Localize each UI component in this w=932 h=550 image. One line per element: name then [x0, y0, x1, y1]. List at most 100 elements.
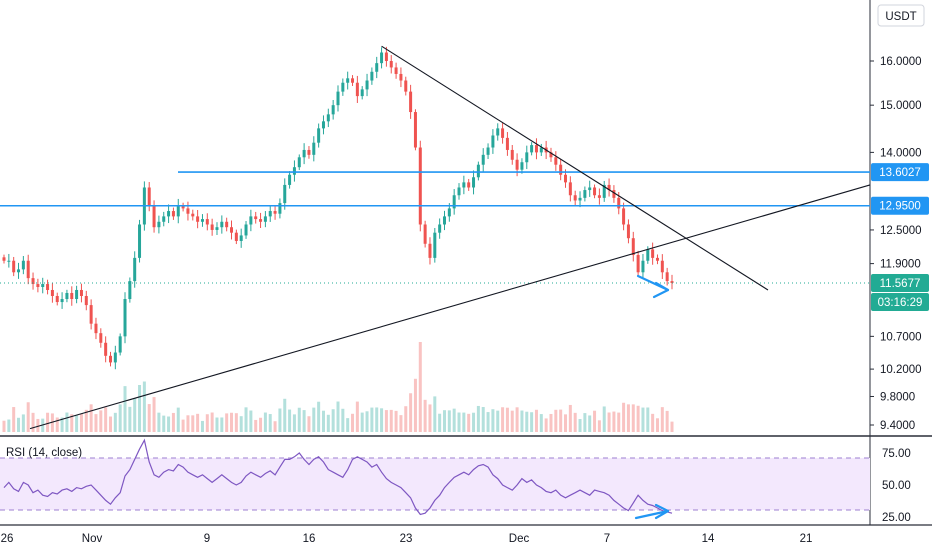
last-price-tag: [871, 273, 929, 292]
volume-bar: [539, 414, 543, 432]
date-axis[interactable]: 26 Nov 9 16 23 Dec 7 14 21: [1, 533, 813, 545]
candle-body: [186, 208, 190, 214]
volume-bar: [365, 411, 369, 432]
volume-bar: [525, 411, 529, 432]
candle-body: [181, 205, 185, 209]
volume-bar: [263, 412, 267, 432]
volume-bar: [409, 393, 413, 432]
candle-body: [559, 164, 563, 175]
rsi-tick-label: 50.00: [882, 480, 911, 492]
rsi-tick-label: 75.00: [882, 448, 911, 460]
volume-bar: [302, 410, 306, 432]
date-tick-label: 23: [400, 533, 413, 545]
candle-body: [588, 187, 592, 191]
volume-bar: [660, 407, 664, 432]
volume-bar: [413, 378, 417, 432]
candle-body: [147, 187, 151, 206]
volume-bar: [515, 407, 519, 432]
volume-bar: [602, 406, 606, 432]
price-tick-label: 10.2000: [880, 364, 922, 376]
candle-body: [564, 174, 568, 183]
date-tick-label: 14: [702, 533, 715, 545]
volume-bar: [21, 414, 25, 432]
volume-bar: [505, 407, 509, 432]
volume-bar: [99, 410, 103, 432]
candlesticks: [2, 46, 674, 370]
volume-bar: [380, 408, 384, 432]
volume-bar: [597, 420, 601, 432]
candle-body: [234, 232, 238, 241]
candle-body: [462, 182, 466, 188]
candle-body: [442, 216, 446, 225]
volume-bar: [317, 401, 321, 432]
volume-bar: [433, 396, 437, 432]
volume-bar: [559, 409, 563, 432]
candle-body: [457, 187, 461, 196]
volume-bar: [351, 413, 355, 432]
volume-bar: [457, 412, 461, 432]
candle-body: [646, 249, 650, 261]
volume-bar: [225, 413, 229, 432]
level-tag-label: 13.6027: [879, 167, 921, 179]
volume-bar: [113, 412, 117, 432]
volume-bar: [36, 418, 40, 432]
candle-body: [520, 162, 524, 170]
candle-body: [176, 205, 180, 217]
candle-body: [215, 227, 219, 230]
volume-bar: [60, 417, 64, 432]
volume-bar: [196, 413, 200, 432]
candle-body: [220, 221, 224, 228]
candle-body: [331, 105, 335, 115]
candle-body: [133, 257, 137, 282]
candle-body: [104, 342, 108, 356]
volume-bar: [7, 419, 11, 432]
rsi-band: [0, 458, 870, 510]
volume-bar: [215, 417, 219, 432]
rsi-path: [3, 438, 673, 516]
volume-bar: [278, 408, 282, 432]
candle-body: [602, 184, 606, 198]
volume-bar: [549, 413, 553, 432]
candle-body: [399, 73, 403, 81]
price-axis[interactable]: 16.0000 15.0000 14.0000 12.5000 11.9000 10.70…: [870, 56, 922, 432]
candle-body: [162, 216, 166, 222]
candle-body: [491, 135, 495, 148]
volume-bar: [12, 407, 16, 432]
date-tick-label: Dec: [509, 533, 530, 545]
volume-bar: [128, 406, 132, 432]
currency-label: USDT: [885, 11, 916, 23]
candle-body: [438, 224, 442, 233]
volume-bar: [360, 412, 364, 432]
candle-body: [365, 80, 369, 90]
candle-body: [447, 208, 451, 217]
rising-trendline: [29, 184, 871, 430]
volume-bar: [544, 418, 548, 432]
volume-bar: [646, 407, 650, 432]
currency-badge[interactable]: USDT: [877, 4, 925, 27]
candle-body: [534, 145, 538, 153]
volume-bar: [510, 410, 514, 432]
price-tick-label: 10.7000: [880, 331, 922, 343]
candle-body: [612, 190, 616, 198]
price-tick-label: 9.4000: [880, 420, 915, 432]
candle-body: [341, 82, 345, 92]
candle-body: [21, 260, 25, 270]
volume-bar: [341, 408, 345, 432]
candle-body: [607, 184, 611, 191]
candle-body: [351, 78, 355, 83]
volume-bar: [312, 407, 316, 432]
volume-bar: [447, 410, 451, 432]
candle-body: [583, 190, 587, 198]
candle-body: [225, 221, 229, 228]
candle-body: [467, 182, 471, 188]
volume-bar: [394, 410, 398, 432]
last-price-label: 11.5677: [880, 278, 921, 290]
volume-bar: [617, 412, 621, 432]
volume-bar: [326, 414, 330, 432]
volume-bar: [418, 342, 422, 432]
volume-bar: [641, 407, 645, 432]
volume-bar: [501, 407, 505, 432]
candle-body: [138, 224, 142, 258]
candle-body: [636, 255, 640, 273]
